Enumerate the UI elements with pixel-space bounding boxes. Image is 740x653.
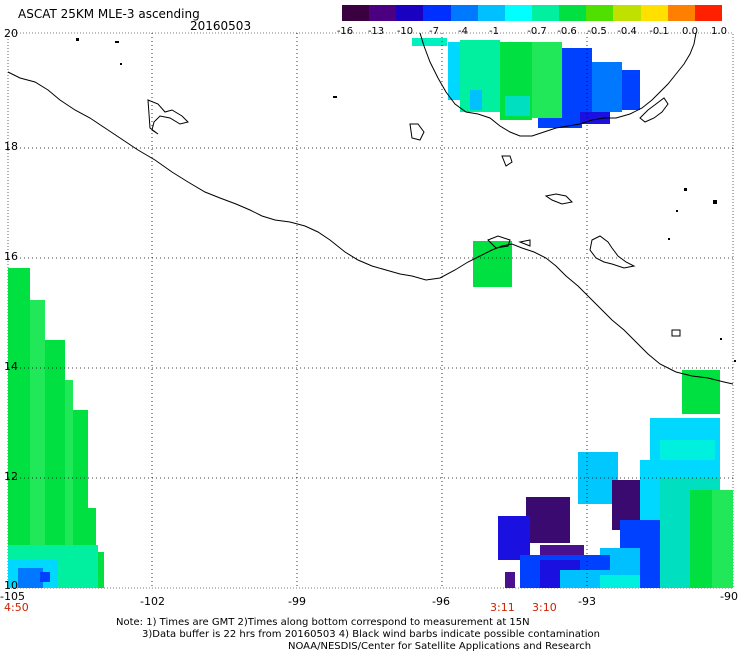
colorbar-label: -16 (336, 26, 354, 37)
lat-label-16: 16 (4, 250, 18, 263)
product-title: ASCAT 25KM MLE-3 ascending (18, 7, 200, 21)
wind-cell (96, 552, 104, 588)
colorbar-swatch (586, 5, 614, 21)
colorbar-label: -13 (367, 26, 385, 37)
lat-label-10: 10 (4, 579, 18, 592)
wind-cell (505, 96, 530, 116)
wind-cell (8, 268, 30, 588)
wind-cell (73, 410, 88, 588)
colorbar-label: -0.6 (557, 26, 577, 37)
colorbar-swatch (369, 5, 397, 21)
colorbar-swatch (531, 5, 560, 21)
colorbar-label: -1 (489, 26, 499, 37)
plot-frame (7, 32, 734, 589)
wind-cell (592, 62, 622, 112)
product-date: 20160503 (190, 19, 252, 33)
colorbar-swatch (667, 5, 695, 21)
wind-cell (30, 300, 45, 588)
lon-label-93: -93 (578, 595, 596, 608)
colorbar-swatch (477, 5, 505, 21)
colorbar-swatch (559, 5, 587, 21)
wind-cell (65, 380, 73, 588)
wind-cell (448, 42, 460, 100)
lon-label-96: -96 (432, 595, 450, 608)
small-islands (76, 38, 736, 362)
wind-data-cells (8, 38, 733, 588)
wind-cell (562, 48, 592, 120)
wind-cell (600, 575, 640, 588)
wind-cell (505, 572, 515, 588)
wind-cell (540, 545, 584, 557)
colorbar-label: -0.5 (587, 26, 607, 37)
colorbar-swatch (396, 5, 424, 21)
colorbar-swatch (450, 5, 478, 21)
gulf-coastline (419, 32, 697, 137)
wind-cell (45, 340, 65, 588)
lon-label-105: -105 (0, 590, 25, 603)
islands-and-lakes (147, 99, 681, 337)
coast-detail (639, 97, 669, 123)
footer-credit: NOAA/NESDIS/Center for Satellite Applica… (288, 641, 592, 652)
wind-cell (526, 497, 570, 543)
colorbar-label: -10 (396, 26, 414, 37)
wind-cell (40, 572, 50, 582)
time-label-center-1: 3:11 (490, 601, 515, 614)
colorbar (342, 5, 722, 21)
colorbar-label: -0.1 (649, 26, 669, 37)
lat-label-12: 12 (4, 470, 18, 483)
wind-cell (532, 42, 562, 118)
wind-cell (712, 490, 733, 588)
footer-note-2: 3)Data buffer is 22 hrs from 20160503 4)… (142, 629, 600, 640)
time-label-center-2: 3:10 (532, 601, 557, 614)
lat-label-20: 20 (4, 27, 18, 40)
colorbar-label: -4 (458, 26, 468, 37)
colorbar-swatch (640, 5, 668, 21)
gridlines (8, 33, 733, 588)
wind-cell (470, 90, 482, 110)
lat-label-18: 18 (4, 140, 18, 153)
wind-cell (412, 38, 447, 46)
lon-label-102: -102 (140, 595, 165, 608)
colorbar-label: 0.0 (682, 26, 698, 37)
colorbar-swatch (504, 5, 532, 21)
wind-cell (538, 118, 582, 128)
wind-cell (682, 370, 720, 414)
colorbar-swatch (613, 5, 641, 21)
colorbar-label: 1.0 (711, 26, 727, 37)
colorbar-swatch (694, 5, 722, 21)
colorbar-label: -7 (429, 26, 439, 37)
coastline (7, 71, 734, 385)
colorbar-label: -0.4 (617, 26, 637, 37)
lon-label-99: -99 (288, 595, 306, 608)
footer-note-1: Note: 1) Times are GMT 2)Times along bot… (116, 617, 530, 628)
colorbar-swatch (423, 5, 451, 21)
colorbar-swatch (342, 5, 370, 21)
colorbar-label: -0.7 (527, 26, 547, 37)
lon-label-90: -90 (720, 590, 738, 603)
time-label-left: 4:50 (4, 601, 29, 614)
wind-cell (18, 568, 43, 588)
wind-cell (498, 516, 530, 560)
lat-label-14: 14 (4, 360, 18, 373)
wind-cell (473, 241, 512, 287)
wind-cell (622, 70, 640, 110)
colorbar-labels: -16 -13 -10 -7 -4 -1 -0.7 -0.6 -0.5 -0.4 -0.1 0.0 1.… (0, 0, 740, 40)
